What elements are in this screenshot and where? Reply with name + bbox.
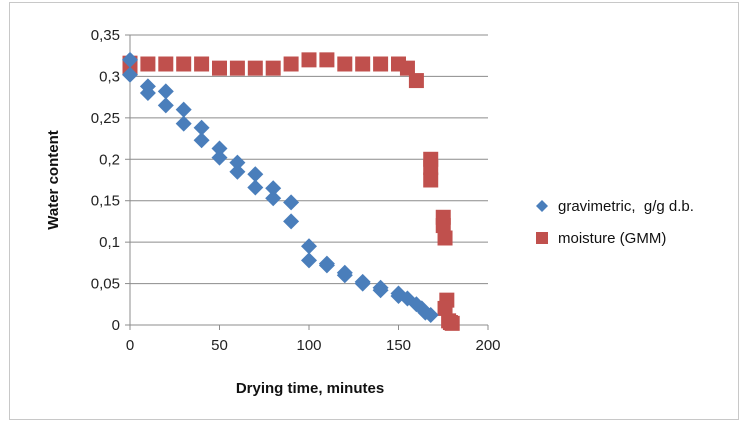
data-point-square	[437, 230, 453, 246]
data-point-diamond	[372, 282, 389, 299]
data-point-square	[435, 218, 451, 234]
data-point-diamond	[283, 194, 300, 211]
data-point-diamond	[422, 307, 439, 324]
data-point-diamond	[229, 163, 246, 180]
data-point-diamond	[354, 275, 371, 292]
y-tick-label: 0,3	[99, 68, 120, 85]
data-point-square	[140, 56, 156, 72]
data-point-square	[212, 60, 227, 76]
data-point-diamond	[122, 66, 138, 83]
data-point-diamond	[247, 166, 264, 183]
y-tick-label: 0,25	[91, 110, 120, 127]
data-point-diamond	[265, 190, 282, 207]
x-tick-label: 150	[386, 337, 411, 354]
data-point-diamond	[175, 101, 192, 118]
data-point-square	[337, 56, 353, 72]
data-point-diamond	[193, 119, 210, 136]
data-point-square	[301, 52, 317, 68]
legend-label: gravimetric, g/g d.b.	[558, 198, 694, 215]
series-layer	[122, 51, 460, 331]
data-point-diamond	[193, 132, 210, 149]
data-point-square	[423, 160, 439, 176]
data-point-square	[265, 60, 281, 76]
data-point-diamond	[229, 154, 246, 171]
data-point-diamond	[157, 83, 174, 100]
data-point-diamond	[211, 149, 228, 166]
data-point-diamond	[157, 97, 174, 114]
y-axis-title: Water content	[45, 130, 62, 229]
y-tick-label: 0,15	[91, 193, 120, 210]
data-point-square	[437, 300, 453, 316]
data-point-square	[247, 60, 263, 76]
y-tick-label: 0,35	[91, 27, 120, 44]
data-point-diamond	[301, 238, 317, 255]
data-point-square	[194, 56, 210, 72]
data-point-square	[319, 52, 335, 68]
data-point-diamond	[265, 180, 282, 197]
data-point-diamond	[336, 267, 353, 284]
legend-layer: gravimetric, g/g d.b. moisture (GMM)	[536, 198, 694, 247]
data-point-diamond	[301, 252, 317, 269]
y-tick-label: 0,1	[99, 234, 120, 251]
data-point-diamond	[318, 257, 335, 274]
legend-marker-square	[536, 232, 548, 244]
data-point-square	[158, 56, 174, 72]
x-axis-title: Drying time, minutes	[236, 380, 384, 397]
y-tick-label: 0	[112, 317, 120, 334]
legend-marker-diamond	[536, 200, 548, 212]
data-point-square	[355, 56, 371, 72]
y-tick-label: 0,05	[91, 276, 120, 293]
x-tick-label: 0	[126, 337, 134, 354]
series-square	[122, 52, 460, 331]
data-point-diamond	[247, 179, 264, 196]
data-point-square	[444, 315, 460, 331]
data-point-diamond	[175, 115, 192, 132]
data-point-diamond	[211, 140, 228, 157]
x-tick-label: 100	[296, 337, 321, 354]
data-point-square	[423, 172, 439, 188]
data-point-diamond	[139, 85, 156, 101]
data-point-square	[408, 73, 424, 89]
series-diamond	[122, 51, 439, 324]
data-point-square	[176, 56, 192, 72]
axis-layer: 0 0,05 0,1 0,15 0,2 0,25 0,3 0,35 0 50 100 150 200	[91, 27, 501, 354]
data-point-diamond	[283, 213, 300, 230]
data-point-diamond	[122, 51, 138, 68]
x-tick-label: 200	[475, 337, 500, 354]
x-tick-label: 50	[211, 337, 228, 354]
y-tick-label: 0,2	[99, 151, 120, 168]
data-point-square	[283, 56, 299, 72]
data-point-square	[399, 60, 415, 76]
data-point-square	[373, 56, 389, 72]
legend-label: moisture (GMM)	[558, 230, 666, 247]
data-point-square	[229, 60, 245, 76]
